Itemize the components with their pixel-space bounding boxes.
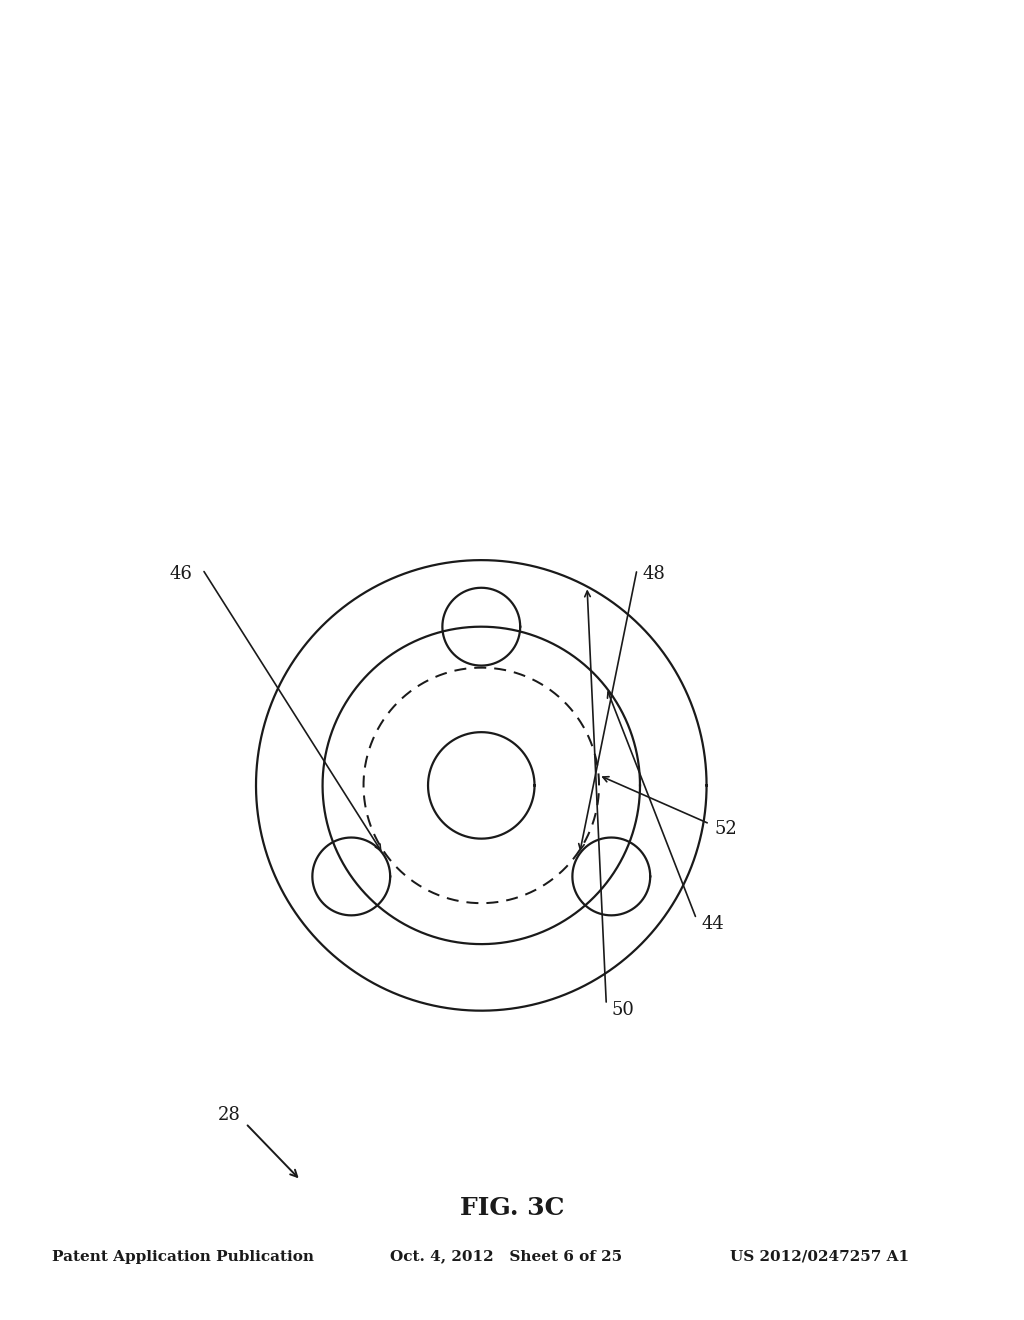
Text: 46: 46 [170, 565, 193, 583]
Text: 48: 48 [642, 565, 665, 583]
Text: 50: 50 [611, 1001, 634, 1019]
Text: Patent Application Publication: Patent Application Publication [52, 1250, 314, 1263]
Text: US 2012/0247257 A1: US 2012/0247257 A1 [730, 1250, 909, 1263]
Text: 28: 28 [218, 1106, 241, 1125]
Text: FIG. 3C: FIG. 3C [460, 1196, 564, 1220]
Text: 44: 44 [701, 915, 724, 933]
Text: 52: 52 [715, 820, 737, 838]
Text: Oct. 4, 2012   Sheet 6 of 25: Oct. 4, 2012 Sheet 6 of 25 [390, 1250, 623, 1263]
